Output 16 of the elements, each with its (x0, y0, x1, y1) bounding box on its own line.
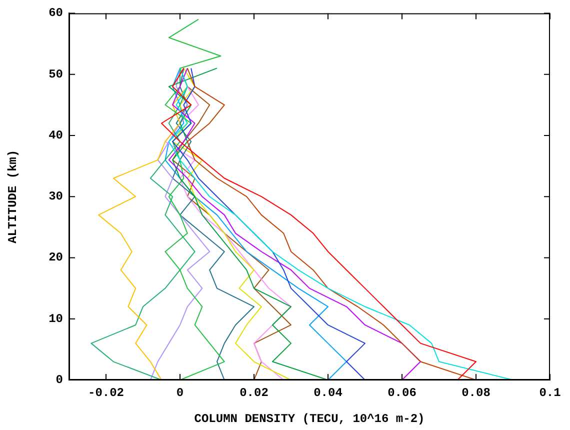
x-tick-label: 0 (176, 386, 184, 400)
y-tick-label: 20 (48, 250, 63, 265)
y-tick-label: 10 (48, 312, 63, 326)
y-tick-label: 30 (48, 190, 63, 204)
x-tick-label: 0.08 (462, 386, 490, 400)
x-tick-label: 0.04 (314, 386, 342, 400)
y-tick-label: 0 (56, 373, 63, 388)
y-axis-title: ALTITUDE (km) (6, 150, 20, 244)
x-tick-label: 0.06 (388, 386, 416, 400)
y-tick-label: 60 (48, 6, 63, 20)
x-tick-label: 0.1 (539, 386, 561, 400)
x-tick-label: -0.02 (88, 386, 124, 400)
y-tick-label: 50 (48, 67, 63, 82)
y-tick-label: 40 (48, 128, 63, 142)
x-tick-label: 0.02 (240, 386, 268, 400)
x-axis-title: COLUMN DENSITY (TECU, 10^16 m-2) (194, 412, 425, 426)
